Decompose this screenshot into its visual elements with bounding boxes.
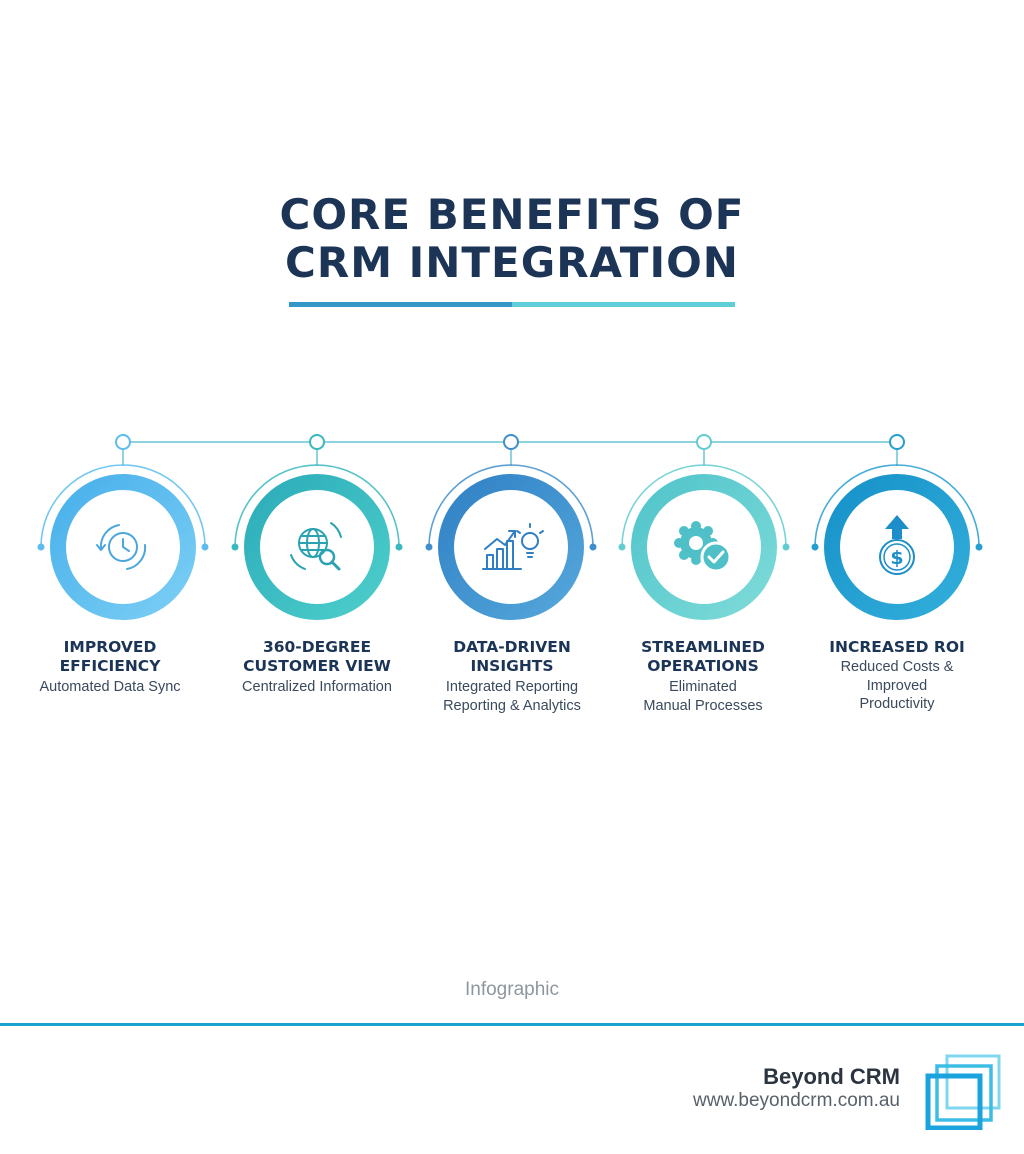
benefit-title-2: 360-DEGREE CUSTOMER VIEW [227,638,407,676]
benefit-description-line: Productivity [859,696,935,712]
title-underline [289,302,735,307]
svg-text:$: $ [890,547,903,569]
clock-sync-icon [96,524,147,570]
chart-bulb-icon [482,523,544,570]
benefit-description-line: Automated Data Sync [39,679,181,695]
benefit-description-3: Integrated Reporting Reporting & Analytic… [417,678,607,715]
benefit-title-line: OPERATIONS [647,657,759,675]
benefit-title-line: CUSTOMER VIEW [243,657,391,675]
benefit-title-line: INCREASED ROI [829,638,965,656]
benefit-node-1 [37,434,209,620]
benefit-description-line: Eliminated [669,679,737,695]
benefit-node-4 [618,434,790,620]
beyond-crm-logo-icon [925,1054,1001,1130]
benefit-description-5: Reduced Costs & Improved Productivity [802,658,992,714]
benefits-diagram: $ [37,434,983,620]
globe-search-icon [290,522,342,571]
benefit-title-5: INCREASED ROI [807,638,987,657]
dollar-arrow-icon: $ [879,515,915,575]
benefit-description-line: Improved [866,677,928,694]
caption: Infographic [464,979,559,1000]
benefit-description-line: Reduced Costs & [840,659,954,675]
benefit-title-line: 360-DEGREE [262,638,372,656]
benefit-title-line: DATA-DRIVEN [453,638,571,656]
benefit-description-4: Eliminated Manual Processes [608,678,798,715]
benefit-node-2 [231,434,403,620]
benefit-description-line: Integrated Reporting [445,679,579,695]
benefit-node-3 [425,434,597,620]
benefit-title-line: INSIGHTS [470,657,554,675]
benefit-title-3: DATA-DRIVEN INSIGHTS [422,638,602,676]
connector-knob [115,434,131,450]
brand-url[interactable]: www.beyondcrm.com.au [693,1090,900,1111]
benefit-description-2: Centralized Information [222,678,412,697]
benefit-title-line: EFFICIENCY [59,657,161,675]
gear-check-icon [674,521,732,573]
connector-knob [503,434,519,450]
benefit-description-line: Manual Processes [643,697,763,714]
benefit-title-line: IMPROVED [63,638,157,656]
benefit-description-line: Reporting & Analytics [443,697,581,714]
connector-knob [696,434,712,450]
brand-name: Beyond CRM [763,1064,900,1089]
benefit-title-4: STREAMLINED OPERATIONS [613,638,793,676]
title-line-2: CRM INTEGRATION [285,238,739,287]
connector-knob [889,434,905,450]
benefit-description-1: Automated Data Sync [15,678,205,697]
footer-rule [0,1023,1024,1026]
benefit-description-line: Centralized Information [242,679,392,695]
benefit-title-line: STREAMLINED [641,638,765,656]
title-line-1: CORE BENEFITS OF [279,190,745,239]
benefit-node-5: $ [811,434,983,620]
benefit-title-1: IMPROVED EFFICIENCY [20,638,200,676]
connector-knob [309,434,325,450]
